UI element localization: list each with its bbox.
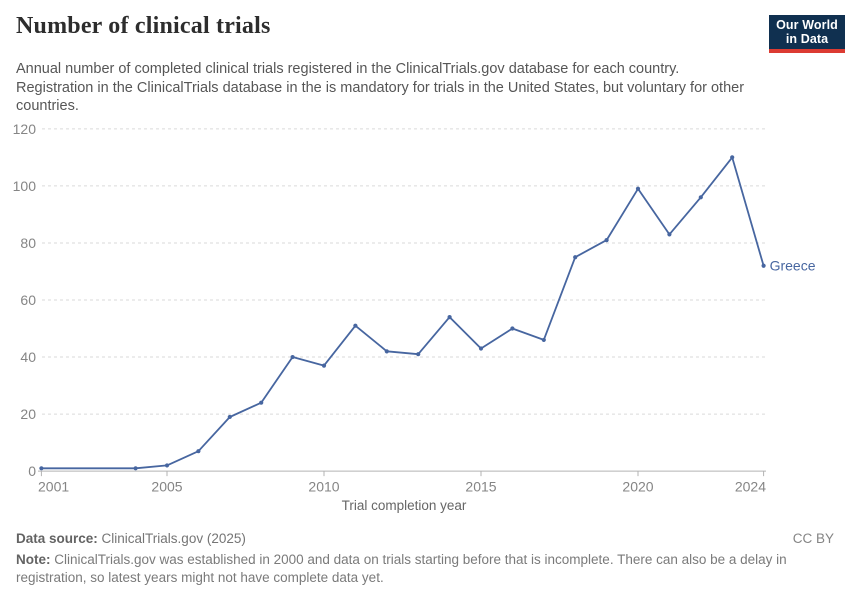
y-tick-label-100: 100 <box>13 178 37 194</box>
x-tick-label-2001: 2001 <box>38 479 69 495</box>
footer-note-text: ClinicalTrials.gov was established in 20… <box>16 552 787 585</box>
data-point-greece-2001[interactable] <box>39 466 44 471</box>
data-source: Data source: ClinicalTrials.gov (2025) <box>16 530 246 548</box>
y-tick-label-60: 60 <box>20 292 36 308</box>
data-point-greece-2014[interactable] <box>447 315 452 320</box>
owid-logo-line1: Our World <box>776 18 838 32</box>
owid-logo-box: Our World in Data <box>769 15 845 49</box>
data-point-greece-2013[interactable] <box>416 352 421 357</box>
license-badge: CC BY <box>792 531 834 546</box>
series-line-greece[interactable] <box>40 156 765 470</box>
data-point-greece-2006[interactable] <box>196 449 201 454</box>
data-point-greece-2008[interactable] <box>259 400 264 405</box>
x-tick-label-2005: 2005 <box>151 479 182 495</box>
x-tick-label-2010: 2010 <box>308 479 339 495</box>
data-point-greece-2004[interactable] <box>133 466 138 471</box>
data-point-greece-2021[interactable] <box>667 232 672 237</box>
chart-subtitle: Annual number of completed clinical tria… <box>16 61 745 114</box>
y-tick-label-0: 0 <box>28 463 36 479</box>
data-point-greece-2023[interactable] <box>730 155 735 160</box>
data-point-greece-2022[interactable] <box>698 195 703 200</box>
data-point-greece-2007[interactable] <box>227 414 232 420</box>
data-point-greece-2010[interactable] <box>321 363 327 368</box>
series-end-label-greece[interactable]: Greece <box>770 257 816 273</box>
data-point-greece-2020[interactable] <box>635 186 641 191</box>
data-point-greece-2017[interactable] <box>541 337 546 343</box>
x-tick-label-2024: 2024 <box>735 479 766 495</box>
footer: Data source: ClinicalTrials.gov (2025) C… <box>16 530 834 587</box>
owid-logo: Our World in Data <box>769 15 845 53</box>
owid-logo-line2: in Data <box>785 32 829 46</box>
data-point-greece-2019[interactable] <box>604 237 609 243</box>
footer-note: Note: ClinicalTrials.gov was established… <box>16 551 834 587</box>
page-title: Number of clinical trials <box>16 13 271 39</box>
x-tick-label-2015: 2015 <box>465 479 496 495</box>
data-point-greece-2016[interactable] <box>510 326 515 331</box>
chart-svg[interactable]: 0 20 40 60 80 100 120 2001 2005 2010 2015 2020 2024 G… <box>0 100 850 520</box>
owid-logo-red-bar <box>769 49 845 53</box>
y-tick-label-40: 40 <box>20 349 36 365</box>
data-point-greece-2018[interactable] <box>573 255 578 260</box>
data-point-greece-2012[interactable] <box>384 349 389 354</box>
y-tick-label-120: 120 <box>13 121 37 137</box>
data-point-greece-2015[interactable] <box>478 346 484 351</box>
data-source-label: Data source: <box>16 531 98 546</box>
data-point-greece-2009[interactable] <box>290 354 295 360</box>
x-axis-title: Trial completion year <box>341 498 467 513</box>
y-tick-label-80: 80 <box>20 235 36 251</box>
x-tick-label-2020: 2020 <box>622 479 653 495</box>
footer-note-label: Note: <box>16 552 51 567</box>
data-point-greece-2024[interactable] <box>761 263 766 268</box>
data-point-greece-2011[interactable] <box>353 323 358 328</box>
data-source-value: ClinicalTrials.gov (2025) <box>101 531 246 546</box>
y-tick-label-20: 20 <box>20 406 36 422</box>
data-point-greece-2005[interactable] <box>164 463 170 468</box>
